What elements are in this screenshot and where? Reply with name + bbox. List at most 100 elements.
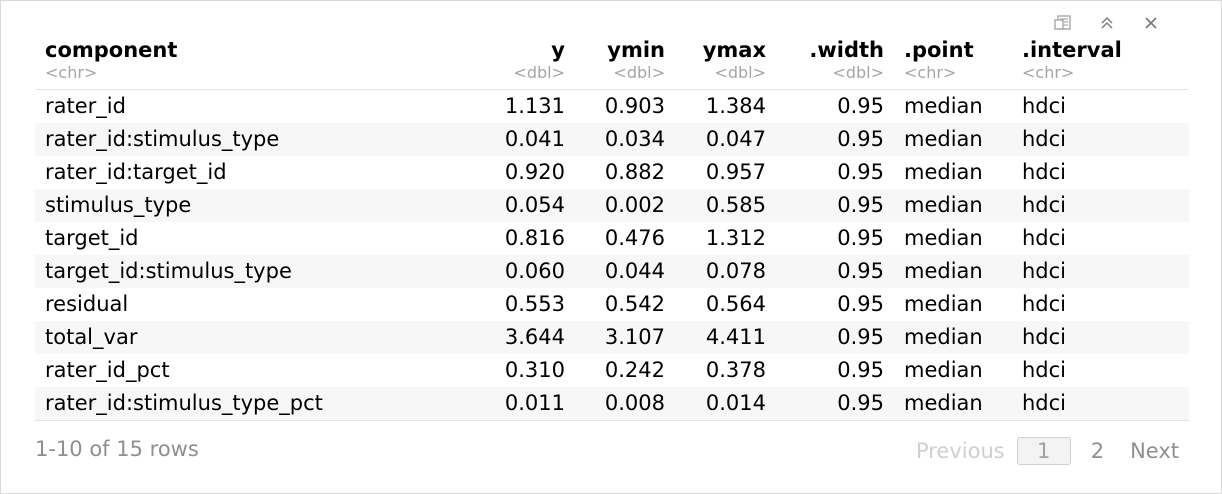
- column-header-interval[interactable]: .interval <chr>: [1012, 37, 1189, 90]
- column-name: y: [551, 38, 565, 62]
- cell-width: 0.95: [837, 358, 884, 382]
- row-count-info: 1-10 of 15 rows: [35, 437, 199, 461]
- cell-interval: hdci: [1012, 123, 1189, 156]
- column-name: .width: [809, 38, 884, 62]
- cell-ymin: 0.882: [604, 160, 665, 184]
- cell-width: 0.95: [837, 94, 884, 118]
- column-type: <dbl>: [714, 63, 766, 82]
- column-header-ymax[interactable]: ymax <dbl>: [675, 37, 776, 90]
- cell-y: 3.644: [395, 321, 575, 354]
- cell-interval: hdci: [1012, 255, 1189, 288]
- cell-width: 0.95: [776, 321, 894, 354]
- cell-width: 0.95: [837, 226, 884, 250]
- table-row: rater_id:target_id 0.920 0.882 0.957 0.9…: [35, 156, 1189, 189]
- cell-width: 0.95: [837, 292, 884, 316]
- cell-width: 0.95: [776, 255, 894, 288]
- cell-component: target_id: [45, 226, 139, 250]
- cell-component: rater_id:stimulus_type_pct: [35, 387, 395, 421]
- cell-ymax: 4.411: [675, 321, 776, 354]
- cell-point: median: [904, 226, 983, 250]
- cell-ymax: 0.378: [705, 358, 766, 382]
- cell-component: stimulus_type: [35, 189, 395, 222]
- column-header-ymin[interactable]: ymin <dbl>: [575, 37, 675, 90]
- export-icon[interactable]: [1041, 11, 1085, 35]
- cell-point: median: [904, 358, 983, 382]
- cell-y: 0.816: [504, 226, 565, 250]
- table-row: target_id:stimulus_type 0.060 0.044 0.07…: [35, 255, 1189, 288]
- cell-point: median: [894, 123, 1012, 156]
- column-type: <dbl>: [613, 63, 665, 82]
- cell-ymin: 0.242: [604, 358, 665, 382]
- cell-y: 0.310: [504, 358, 565, 382]
- cell-component: total_var: [35, 321, 395, 354]
- column-type: <chr>: [1022, 63, 1075, 82]
- table-row: rater_id 1.131 0.903 1.384 0.95 median h…: [35, 90, 1189, 124]
- table-row: residual 0.553 0.542 0.564 0.95 median h…: [35, 288, 1189, 321]
- cell-width: 0.95: [776, 387, 894, 421]
- cell-ymax: 0.585: [675, 189, 776, 222]
- header-row: component <chr> y <dbl> ymin <dbl> ymax …: [35, 37, 1189, 90]
- cell-point: median: [904, 94, 983, 118]
- cell-component: rater_id: [45, 94, 126, 118]
- cell-ymin: 0.476: [604, 226, 665, 250]
- cell-width: 0.95: [776, 189, 894, 222]
- cell-ymax: 1.384: [705, 94, 766, 118]
- cell-ymin: 0.044: [575, 255, 675, 288]
- cell-y: 0.553: [504, 292, 565, 316]
- cell-ymin: 0.008: [575, 387, 675, 421]
- column-type: <dbl>: [513, 63, 565, 82]
- viewer-toolbar: [1041, 11, 1173, 35]
- cell-interval: hdci: [1022, 160, 1067, 184]
- cell-interval: hdci: [1012, 387, 1189, 421]
- cell-point: median: [894, 255, 1012, 288]
- column-name: ymax: [702, 38, 766, 62]
- cell-interval: hdci: [1012, 189, 1189, 222]
- table-row: total_var 3.644 3.107 4.411 0.95 median …: [35, 321, 1189, 354]
- cell-component: rater_id:stimulus_type: [35, 123, 395, 156]
- cell-interval: hdci: [1022, 292, 1067, 316]
- column-header-y[interactable]: y <dbl>: [395, 37, 575, 90]
- cell-ymax: 0.564: [705, 292, 766, 316]
- column-type: <chr>: [904, 63, 957, 82]
- cell-ymax: 0.078: [675, 255, 776, 288]
- previous-page-button[interactable]: Previous: [915, 439, 1005, 463]
- close-icon[interactable]: [1129, 11, 1173, 35]
- cell-interval: hdci: [1012, 321, 1189, 354]
- column-name: .point: [904, 38, 974, 62]
- cell-ymin: 0.002: [575, 189, 675, 222]
- cell-component: target_id:stimulus_type: [35, 255, 395, 288]
- cell-component: rater_id:target_id: [45, 160, 227, 184]
- cell-y: 1.131: [504, 94, 565, 118]
- cell-interval: hdci: [1022, 226, 1067, 250]
- cell-interval: hdci: [1022, 358, 1067, 382]
- table-row: target_id 0.816 0.476 1.312 0.95 median …: [35, 222, 1189, 255]
- table-row: rater_id_pct 0.310 0.242 0.378 0.95 medi…: [35, 354, 1189, 387]
- cell-y: 0.054: [395, 189, 575, 222]
- page-1-button[interactable]: 1: [1016, 437, 1071, 465]
- cell-point: median: [904, 292, 983, 316]
- page-2-button[interactable]: 2: [1090, 439, 1105, 463]
- cell-ymax: 1.312: [705, 226, 766, 250]
- table-row: rater_id:stimulus_type_pct 0.011 0.008 0…: [35, 387, 1189, 421]
- table-row: rater_id:stimulus_type 0.041 0.034 0.047…: [35, 123, 1189, 156]
- table-row: stimulus_type 0.054 0.002 0.585 0.95 med…: [35, 189, 1189, 222]
- next-page-button[interactable]: Next: [1130, 439, 1179, 463]
- cell-point: median: [894, 387, 1012, 421]
- cell-y: 0.041: [395, 123, 575, 156]
- cell-ymax: 0.047: [675, 123, 776, 156]
- cell-y: 0.920: [504, 160, 565, 184]
- pagination: Previous 1 2 Next: [916, 437, 1179, 465]
- column-header-width[interactable]: .width <dbl>: [776, 37, 894, 90]
- column-header-component[interactable]: component <chr>: [35, 37, 395, 90]
- cell-y: 0.060: [395, 255, 575, 288]
- column-type: <dbl>: [832, 63, 884, 82]
- cell-y: 0.011: [395, 387, 575, 421]
- data-table: component <chr> y <dbl> ymin <dbl> ymax …: [35, 37, 1189, 421]
- cell-ymin: 0.034: [575, 123, 675, 156]
- column-name: ymin: [607, 38, 665, 62]
- cell-width: 0.95: [837, 160, 884, 184]
- cell-ymax: 0.014: [675, 387, 776, 421]
- column-header-point[interactable]: .point <chr>: [894, 37, 1012, 90]
- collapse-up-icon[interactable]: [1085, 11, 1129, 35]
